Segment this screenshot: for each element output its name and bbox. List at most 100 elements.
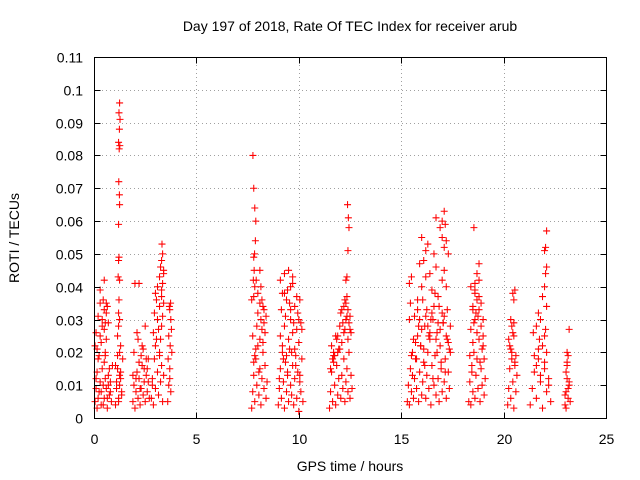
data-point — [115, 138, 123, 146]
x-tick-label: 10 — [292, 431, 308, 447]
data-point — [158, 293, 166, 301]
data-point — [413, 384, 421, 392]
x-tick-label: 25 — [599, 431, 615, 447]
y-tick-label: 0.06 — [56, 214, 83, 230]
data-point — [530, 368, 538, 376]
data-point — [470, 348, 478, 356]
data-point — [421, 361, 429, 369]
y-tick-label: 0.02 — [56, 345, 83, 361]
data-point — [158, 240, 166, 248]
data-point — [100, 276, 108, 284]
data-point — [418, 283, 426, 291]
axis-ticks — [94, 57, 607, 419]
data-point — [99, 296, 107, 304]
data-point — [543, 263, 551, 271]
data-point — [344, 388, 352, 396]
x-tick-label: 0 — [91, 431, 99, 447]
data-point — [141, 322, 149, 330]
data-point — [435, 302, 443, 310]
data-point — [441, 220, 449, 228]
data-point — [563, 348, 571, 356]
data-point — [505, 335, 513, 343]
data-point — [345, 319, 353, 327]
data-point — [101, 319, 109, 327]
data-point — [148, 375, 156, 383]
data-point — [466, 352, 474, 360]
data-point — [100, 325, 108, 333]
data-point — [134, 335, 142, 343]
data-point — [414, 306, 422, 314]
data-point — [275, 375, 283, 383]
data-point — [545, 375, 553, 383]
data-point — [114, 273, 122, 281]
data-point — [117, 342, 125, 350]
data-point — [467, 325, 475, 333]
data-point — [539, 342, 547, 350]
data-point — [133, 368, 141, 376]
data-point — [423, 371, 431, 379]
data-point — [289, 279, 297, 287]
data-point — [166, 342, 174, 350]
data-point — [479, 342, 487, 350]
data-point — [118, 388, 126, 396]
data-point — [156, 352, 164, 360]
data-point — [287, 306, 295, 314]
data-point — [414, 296, 422, 304]
data-point — [511, 358, 519, 366]
data-point — [158, 361, 166, 369]
data-point — [297, 388, 305, 396]
data-point — [474, 384, 482, 392]
data-point — [256, 365, 264, 373]
data-point — [135, 279, 143, 287]
data-point — [131, 404, 139, 412]
data-point — [283, 352, 291, 360]
data-point — [157, 378, 165, 386]
data-point — [338, 371, 346, 379]
data-point — [535, 335, 543, 343]
data-point — [287, 381, 295, 389]
data-point — [139, 391, 147, 399]
y-axis-label: ROTI / TECUs — [6, 193, 22, 283]
data-point — [469, 306, 477, 314]
data-point — [407, 388, 415, 396]
data-point — [407, 352, 415, 360]
data-point — [344, 306, 352, 314]
data-point — [346, 312, 354, 320]
data-point — [541, 365, 549, 373]
y-tick-label: 0.11 — [57, 50, 83, 66]
data-point — [427, 316, 435, 324]
y-tick-label: 0.09 — [56, 116, 83, 132]
data-point — [328, 368, 336, 376]
data-point — [561, 401, 569, 409]
data-point — [254, 289, 262, 297]
data-point — [512, 352, 520, 360]
data-point — [250, 371, 258, 379]
data-point — [283, 296, 291, 304]
data-point — [329, 355, 337, 363]
data-point — [92, 375, 100, 383]
data-point — [424, 240, 432, 248]
data-point — [251, 352, 259, 360]
data-point — [98, 365, 106, 373]
data-point — [344, 214, 352, 222]
data-point — [345, 348, 353, 356]
data-point — [95, 352, 103, 360]
data-point — [432, 214, 440, 222]
data-point — [435, 398, 443, 406]
data-point — [99, 401, 107, 409]
data-point — [116, 316, 124, 324]
data-point — [341, 325, 349, 333]
data-point — [258, 325, 266, 333]
data-point — [404, 381, 412, 389]
data-point — [276, 332, 284, 340]
data-point — [441, 368, 449, 376]
data-point — [160, 299, 168, 307]
data-point — [115, 191, 123, 199]
data-point — [534, 355, 542, 363]
data-point — [332, 401, 340, 409]
y-tick-label: 0.01 — [56, 378, 83, 394]
data-point — [472, 371, 480, 379]
data-point — [509, 329, 517, 337]
data-point — [151, 342, 159, 350]
data-point — [251, 237, 259, 245]
